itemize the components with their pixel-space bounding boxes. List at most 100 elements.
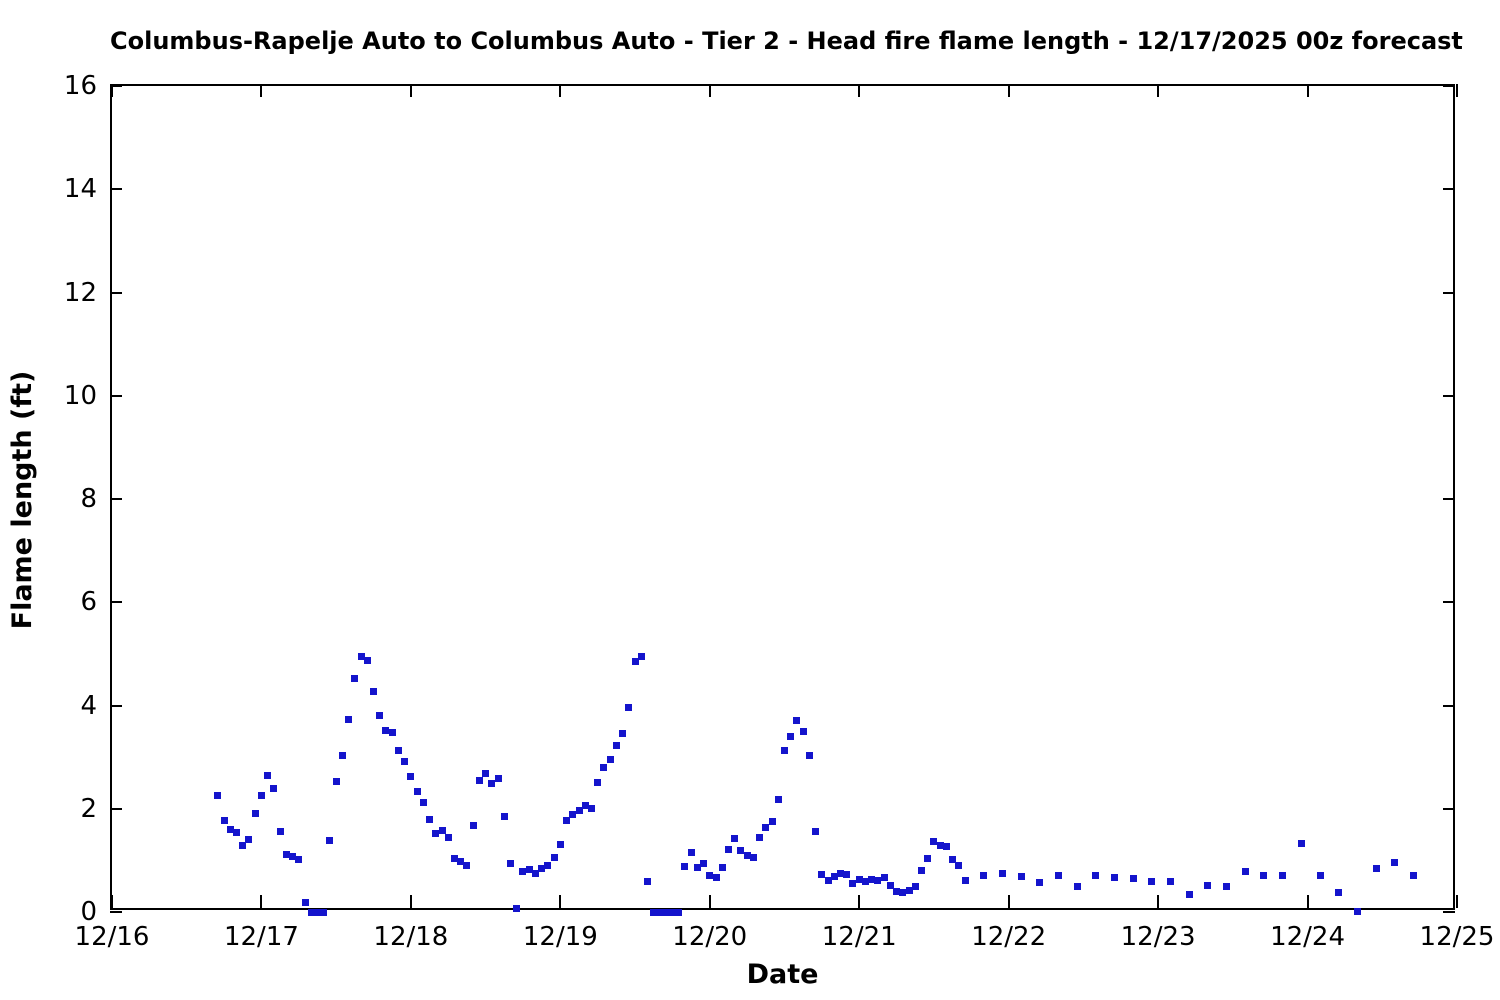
y-tick-mark-right (1443, 704, 1455, 707)
data-point (332, 777, 340, 785)
x-tick-mark (1007, 895, 1010, 908)
data-point (587, 805, 595, 813)
data-point (899, 889, 907, 897)
data-point (911, 882, 919, 890)
y-tick-label: 14 (63, 174, 97, 205)
data-point (401, 757, 409, 765)
data-point (693, 863, 701, 871)
data-point (351, 674, 359, 682)
data-point (563, 816, 571, 824)
data-point (1223, 882, 1231, 890)
data-point (226, 825, 234, 833)
y-tick-mark (110, 601, 122, 604)
data-point (936, 841, 944, 849)
data-point (787, 733, 795, 741)
data-point (376, 711, 384, 719)
y-tick-mark-right (1443, 601, 1455, 604)
data-point (805, 751, 813, 759)
y-tick-label: 8 (80, 484, 97, 514)
data-point (233, 828, 241, 836)
x-tick-label: 12/23 (1120, 922, 1196, 952)
x-tick-label: 12/19 (522, 922, 598, 952)
x-tick-label: 12/18 (373, 922, 449, 952)
data-point (743, 852, 751, 860)
y-tick-label: 12 (63, 277, 97, 308)
x-tick-label: 12/20 (672, 922, 748, 952)
data-point (619, 729, 627, 737)
data-point (475, 777, 483, 785)
data-point (432, 830, 440, 838)
data-point (444, 834, 452, 842)
y-tick-mark (110, 188, 122, 191)
x-tick-mark-top (1157, 84, 1160, 97)
data-point (998, 870, 1006, 878)
data-point (525, 866, 533, 874)
data-point (594, 778, 602, 786)
data-point (861, 878, 869, 886)
data-point (438, 826, 446, 834)
data-point (513, 904, 521, 912)
data-point (737, 846, 745, 854)
data-point (1129, 874, 1137, 882)
data-point (612, 741, 620, 749)
data-point (1391, 858, 1399, 866)
data-point (544, 861, 552, 869)
data-point (917, 866, 925, 874)
y-tick-mark-right (1443, 188, 1455, 191)
data-point (1092, 871, 1100, 879)
data-point (220, 816, 228, 824)
data-point (942, 843, 950, 851)
data-point (886, 881, 894, 889)
data-point (463, 861, 471, 869)
y-tick-mark-right (1443, 394, 1455, 397)
data-point (370, 687, 378, 695)
x-tick-mark (1456, 895, 1458, 908)
data-point (382, 726, 390, 734)
data-point (644, 877, 651, 885)
data-point (488, 779, 496, 787)
data-point (1148, 877, 1156, 885)
data-point (668, 908, 676, 916)
y-tick-mark (110, 911, 122, 913)
x-tick-label: 12/16 (74, 922, 150, 952)
data-point (270, 784, 278, 792)
data-point (1167, 877, 1175, 885)
data-point (1260, 871, 1268, 879)
data-point (581, 801, 589, 809)
data-point (419, 799, 427, 807)
x-tick-mark-top (111, 84, 113, 97)
data-point (712, 874, 720, 882)
data-point (955, 862, 963, 870)
data-point (830, 873, 838, 881)
x-tick-label: 12/24 (1270, 922, 1346, 952)
x-tick-label: 12/22 (971, 922, 1047, 952)
data-point (762, 824, 770, 832)
data-point (706, 871, 714, 879)
data-point (214, 791, 222, 799)
x-axis-label: Date (746, 959, 819, 990)
data-point (600, 764, 608, 772)
data-point (1036, 879, 1044, 887)
data-point (295, 855, 303, 863)
data-point (849, 880, 857, 888)
data-point (961, 877, 969, 884)
data-point (1111, 874, 1119, 882)
data-point (768, 817, 776, 825)
x-tick-label: 12/21 (821, 922, 897, 952)
data-point (469, 822, 477, 830)
data-point (550, 853, 558, 861)
data-point (307, 908, 315, 916)
x-tick-label: 12/17 (223, 922, 299, 952)
data-point (793, 717, 801, 725)
data-point (320, 908, 328, 916)
data-point (662, 908, 670, 916)
y-tick-mark-right (1443, 807, 1455, 810)
data-point (880, 874, 888, 882)
y-tick-mark (110, 704, 122, 707)
data-point (251, 809, 259, 817)
data-point (569, 810, 577, 818)
x-tick-mark (559, 895, 562, 908)
x-tick-mark (858, 895, 861, 908)
data-point (482, 770, 490, 778)
